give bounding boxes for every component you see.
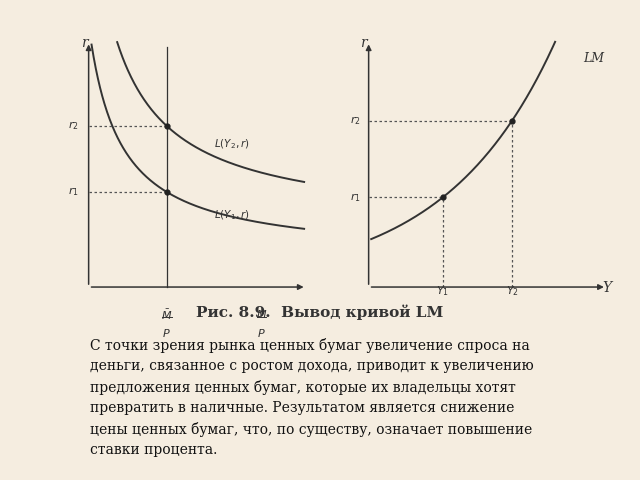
Text: $r_2$: $r_2$ [68, 120, 79, 132]
Text: LM: LM [584, 52, 605, 65]
Text: $P$: $P$ [257, 326, 266, 339]
Text: $Y_1$: $Y_1$ [436, 284, 449, 298]
Text: Y: Y [603, 281, 612, 295]
Text: $M$: $M$ [256, 308, 267, 320]
Text: $r_2$: $r_2$ [350, 114, 361, 127]
Text: Рис. 8.9.  Вывод кривой LM: Рис. 8.9. Вывод кривой LM [196, 305, 444, 320]
Text: r: r [81, 36, 87, 50]
Text: $P$: $P$ [163, 326, 171, 339]
Text: $r_1$: $r_1$ [350, 191, 361, 204]
Text: r: r [360, 36, 367, 50]
Text: $r_1$: $r_1$ [68, 186, 79, 198]
Text: $Y_2$: $Y_2$ [506, 284, 518, 298]
Text: $L(Y_1, r)$: $L(Y_1, r)$ [214, 209, 250, 222]
Text: $\bar{M}$: $\bar{M}$ [161, 308, 172, 323]
Text: С точки зрения рынка ценных бумаг увеличение спроса на
деньги, связанное с росто: С точки зрения рынка ценных бумаг увелич… [90, 338, 533, 457]
Text: $L(Y_2, r)$: $L(Y_2, r)$ [214, 137, 250, 151]
